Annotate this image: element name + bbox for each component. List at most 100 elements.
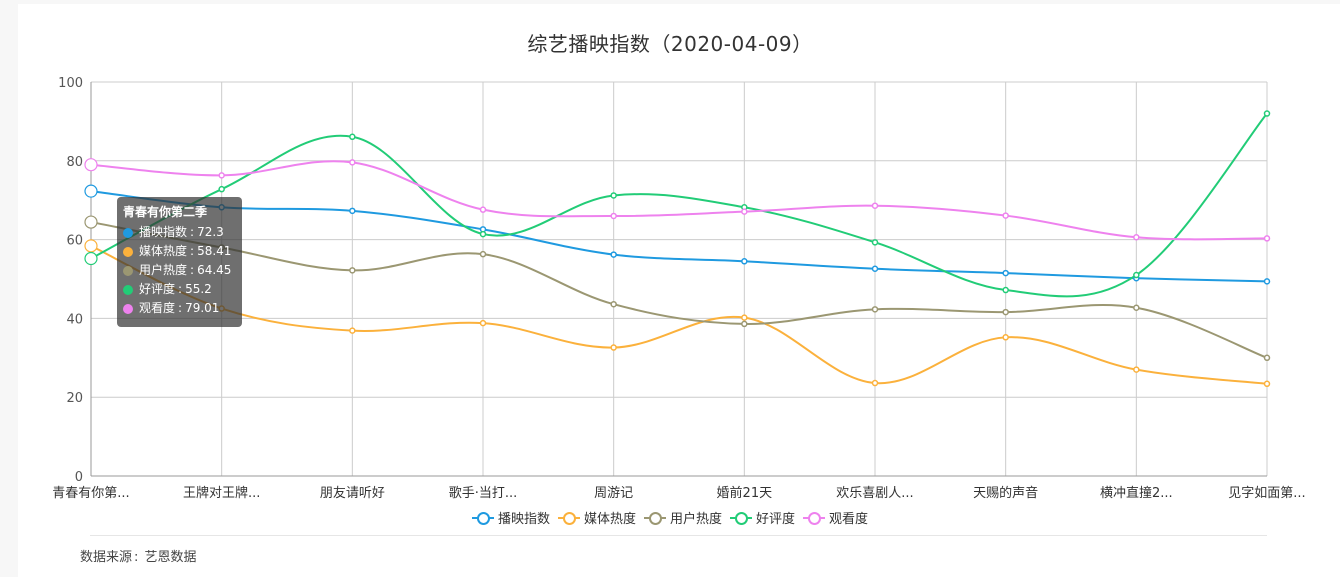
data-point[interactable]	[741, 208, 748, 215]
data-point[interactable]	[84, 158, 98, 172]
footer-divider	[90, 535, 1267, 536]
legend-item-播映指数[interactable]: 播映指数	[471, 508, 550, 527]
data-point[interactable]	[84, 215, 98, 229]
data-point[interactable]	[218, 172, 225, 179]
data-point[interactable]	[1002, 286, 1009, 294]
series-line-媒体热度	[90, 244, 1268, 385]
series-lines	[90, 112, 1268, 385]
data-point[interactable]	[218, 185, 225, 193]
data-point[interactable]	[741, 258, 748, 265]
legend-item-好评度[interactable]: 好评度	[730, 508, 795, 527]
tooltip-row: 用户热度: 64.45	[123, 261, 236, 280]
data-point[interactable]	[1002, 269, 1009, 277]
tooltip-series-name: 播映指数	[139, 225, 188, 239]
data-point[interactable]	[1002, 212, 1009, 219]
x-tick-label: 青春有你第...	[52, 486, 129, 501]
data-point[interactable]	[479, 230, 487, 238]
data-point[interactable]	[1263, 380, 1271, 388]
data-point[interactable]	[741, 320, 748, 328]
series-line-用户热度	[90, 221, 1268, 359]
chart-title: 综艺播映指数（2020-04-09）	[527, 32, 813, 56]
data-point[interactable]	[84, 239, 98, 253]
legend-line-circle-icon	[803, 511, 826, 525]
legend-label: 好评度	[756, 512, 796, 527]
data-point[interactable]	[741, 314, 748, 321]
data-point[interactable]	[479, 206, 487, 213]
data-point[interactable]	[871, 202, 879, 209]
tooltip-row: 观看度: 79.01	[123, 299, 236, 318]
tooltip-row: 媒体热度: 58.41	[123, 242, 236, 261]
legend-item-用户热度[interactable]: 用户热度	[643, 508, 722, 527]
data-point[interactable]	[1133, 233, 1140, 241]
legend-line-circle-icon	[557, 511, 580, 525]
tooltip-row: 播映指数: 72.3	[123, 223, 236, 242]
axes: 0 20 40 60 80 100 青春有你第... 王牌对王牌... 朋友请听好 歌手·当打..…	[52, 76, 1305, 501]
tooltip-dot	[123, 227, 133, 238]
data-point[interactable]	[1133, 304, 1140, 312]
tooltip-dot	[123, 284, 133, 295]
x-tick-label: 王牌对王牌...	[183, 485, 260, 501]
data-point[interactable]	[1133, 366, 1140, 373]
legend-label: 播映指数	[497, 512, 550, 527]
y-tick-label: 20	[66, 391, 83, 406]
data-point[interactable]	[871, 379, 879, 387]
x-tick-label: 周游记	[594, 486, 633, 501]
data-point[interactable]	[84, 251, 98, 266]
data-point[interactable]	[1263, 235, 1271, 242]
data-point[interactable]	[871, 265, 879, 273]
data-point[interactable]	[871, 306, 879, 313]
grid	[90, 81, 1268, 476]
tooltip-series-value: 58.41	[197, 244, 232, 258]
data-point[interactable]	[349, 133, 356, 141]
data-point[interactable]	[349, 159, 356, 166]
data-source: 数据来源: 艺恩数据	[80, 550, 197, 565]
legend-line-circle-icon	[730, 511, 752, 525]
data-point[interactable]	[349, 267, 356, 274]
legend-label: 媒体热度	[583, 512, 636, 527]
x-tick-label: 天赐的声音	[973, 485, 1038, 501]
data-point[interactable]	[479, 250, 487, 258]
data-point[interactable]	[349, 327, 356, 334]
data-point[interactable]	[610, 344, 617, 351]
tooltip-title: 青春有你第二季	[123, 205, 208, 219]
x-tick-label: 见字如面第...	[1228, 485, 1305, 501]
legend-line-circle-icon	[643, 511, 666, 525]
x-tick-label: 婚前21天	[717, 485, 773, 501]
data-point[interactable]	[610, 212, 617, 220]
data-point[interactable]	[610, 251, 617, 258]
data-point[interactable]	[610, 300, 617, 308]
tooltip-series-value: 72.3	[197, 225, 224, 239]
data-point[interactable]	[1263, 278, 1271, 285]
tooltip-series-name: 媒体热度	[139, 244, 188, 258]
series-line-好评度	[90, 112, 1268, 298]
legend-line-circle-icon	[471, 511, 494, 525]
y-tick-label: 80	[66, 155, 83, 170]
series-line-观看度	[90, 160, 1268, 241]
y-tick-label: 0	[75, 470, 83, 485]
data-point[interactable]	[84, 184, 98, 198]
data-point[interactable]	[479, 319, 487, 327]
tooltip-series-value: 55.2	[185, 282, 212, 296]
tooltip-dot	[123, 265, 133, 276]
y-tick-label: 100	[58, 76, 83, 91]
data-point[interactable]	[349, 207, 356, 215]
legend-item-观看度[interactable]: 观看度	[803, 508, 868, 527]
legend-item-媒体热度[interactable]: 媒体热度	[557, 508, 636, 527]
x-tick-label: 歌手·当打...	[449, 486, 518, 501]
chart-tooltip: 青春有你第二季 播映指数: 72.3 媒体热度: 58.41 用户热度: 64.…	[117, 197, 242, 327]
series-line-播映指数	[90, 190, 1268, 283]
data-source-value: 艺恩数据	[144, 550, 197, 565]
data-point[interactable]	[1133, 271, 1140, 279]
data-point[interactable]	[1263, 354, 1271, 362]
data-point[interactable]	[610, 192, 617, 199]
data-point[interactable]	[871, 239, 879, 246]
tooltip-dot	[123, 246, 133, 257]
y-tick-label: 40	[66, 312, 83, 327]
tooltip-series-name: 用户热度	[139, 263, 188, 277]
x-tick-label: 欢乐喜剧人...	[836, 486, 913, 501]
x-tick-label: 朋友请听好	[320, 485, 385, 501]
series-points	[84, 110, 1271, 388]
data-point[interactable]	[1263, 110, 1271, 117]
data-point[interactable]	[1002, 308, 1009, 316]
data-point[interactable]	[1002, 334, 1009, 341]
